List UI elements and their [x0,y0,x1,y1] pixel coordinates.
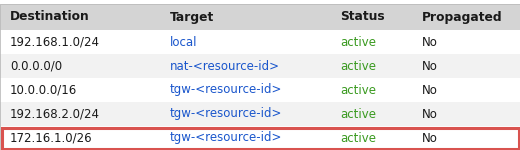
Text: active: active [340,84,376,96]
Bar [0,102,520,126]
Text: active: active [340,60,376,72]
Text: Destination: Destination [10,11,90,24]
Text: No: No [422,132,438,144]
Text: 0.0.0.0/0: 0.0.0.0/0 [10,60,62,72]
Text: No: No [422,108,438,120]
Bar [0,30,520,54]
Text: 10.0.0.0/16: 10.0.0.0/16 [10,84,77,96]
Bar [0,78,520,102]
Text: nat-<resource-id>: nat-<resource-id> [170,60,280,72]
Bar [0,4,520,30]
Text: No: No [422,60,438,72]
Bar [2,128,518,148]
Text: Propagated: Propagated [422,11,503,24]
Text: active: active [340,132,376,144]
Bar [0,54,520,78]
Text: Status: Status [340,11,385,24]
Bar [0,126,520,150]
Text: No: No [422,84,438,96]
Text: 192.168.2.0/24: 192.168.2.0/24 [10,108,100,120]
Text: tgw-<resource-id>: tgw-<resource-id> [170,132,282,144]
Text: local: local [170,36,198,48]
Text: active: active [340,108,376,120]
Text: No: No [422,36,438,48]
Text: active: active [340,36,376,48]
Text: 192.168.1.0/24: 192.168.1.0/24 [10,36,100,48]
Text: Target: Target [170,11,214,24]
Text: tgw-<resource-id>: tgw-<resource-id> [170,84,282,96]
Text: tgw-<resource-id>: tgw-<resource-id> [170,108,282,120]
Text: 172.16.1.0/26: 172.16.1.0/26 [10,132,93,144]
